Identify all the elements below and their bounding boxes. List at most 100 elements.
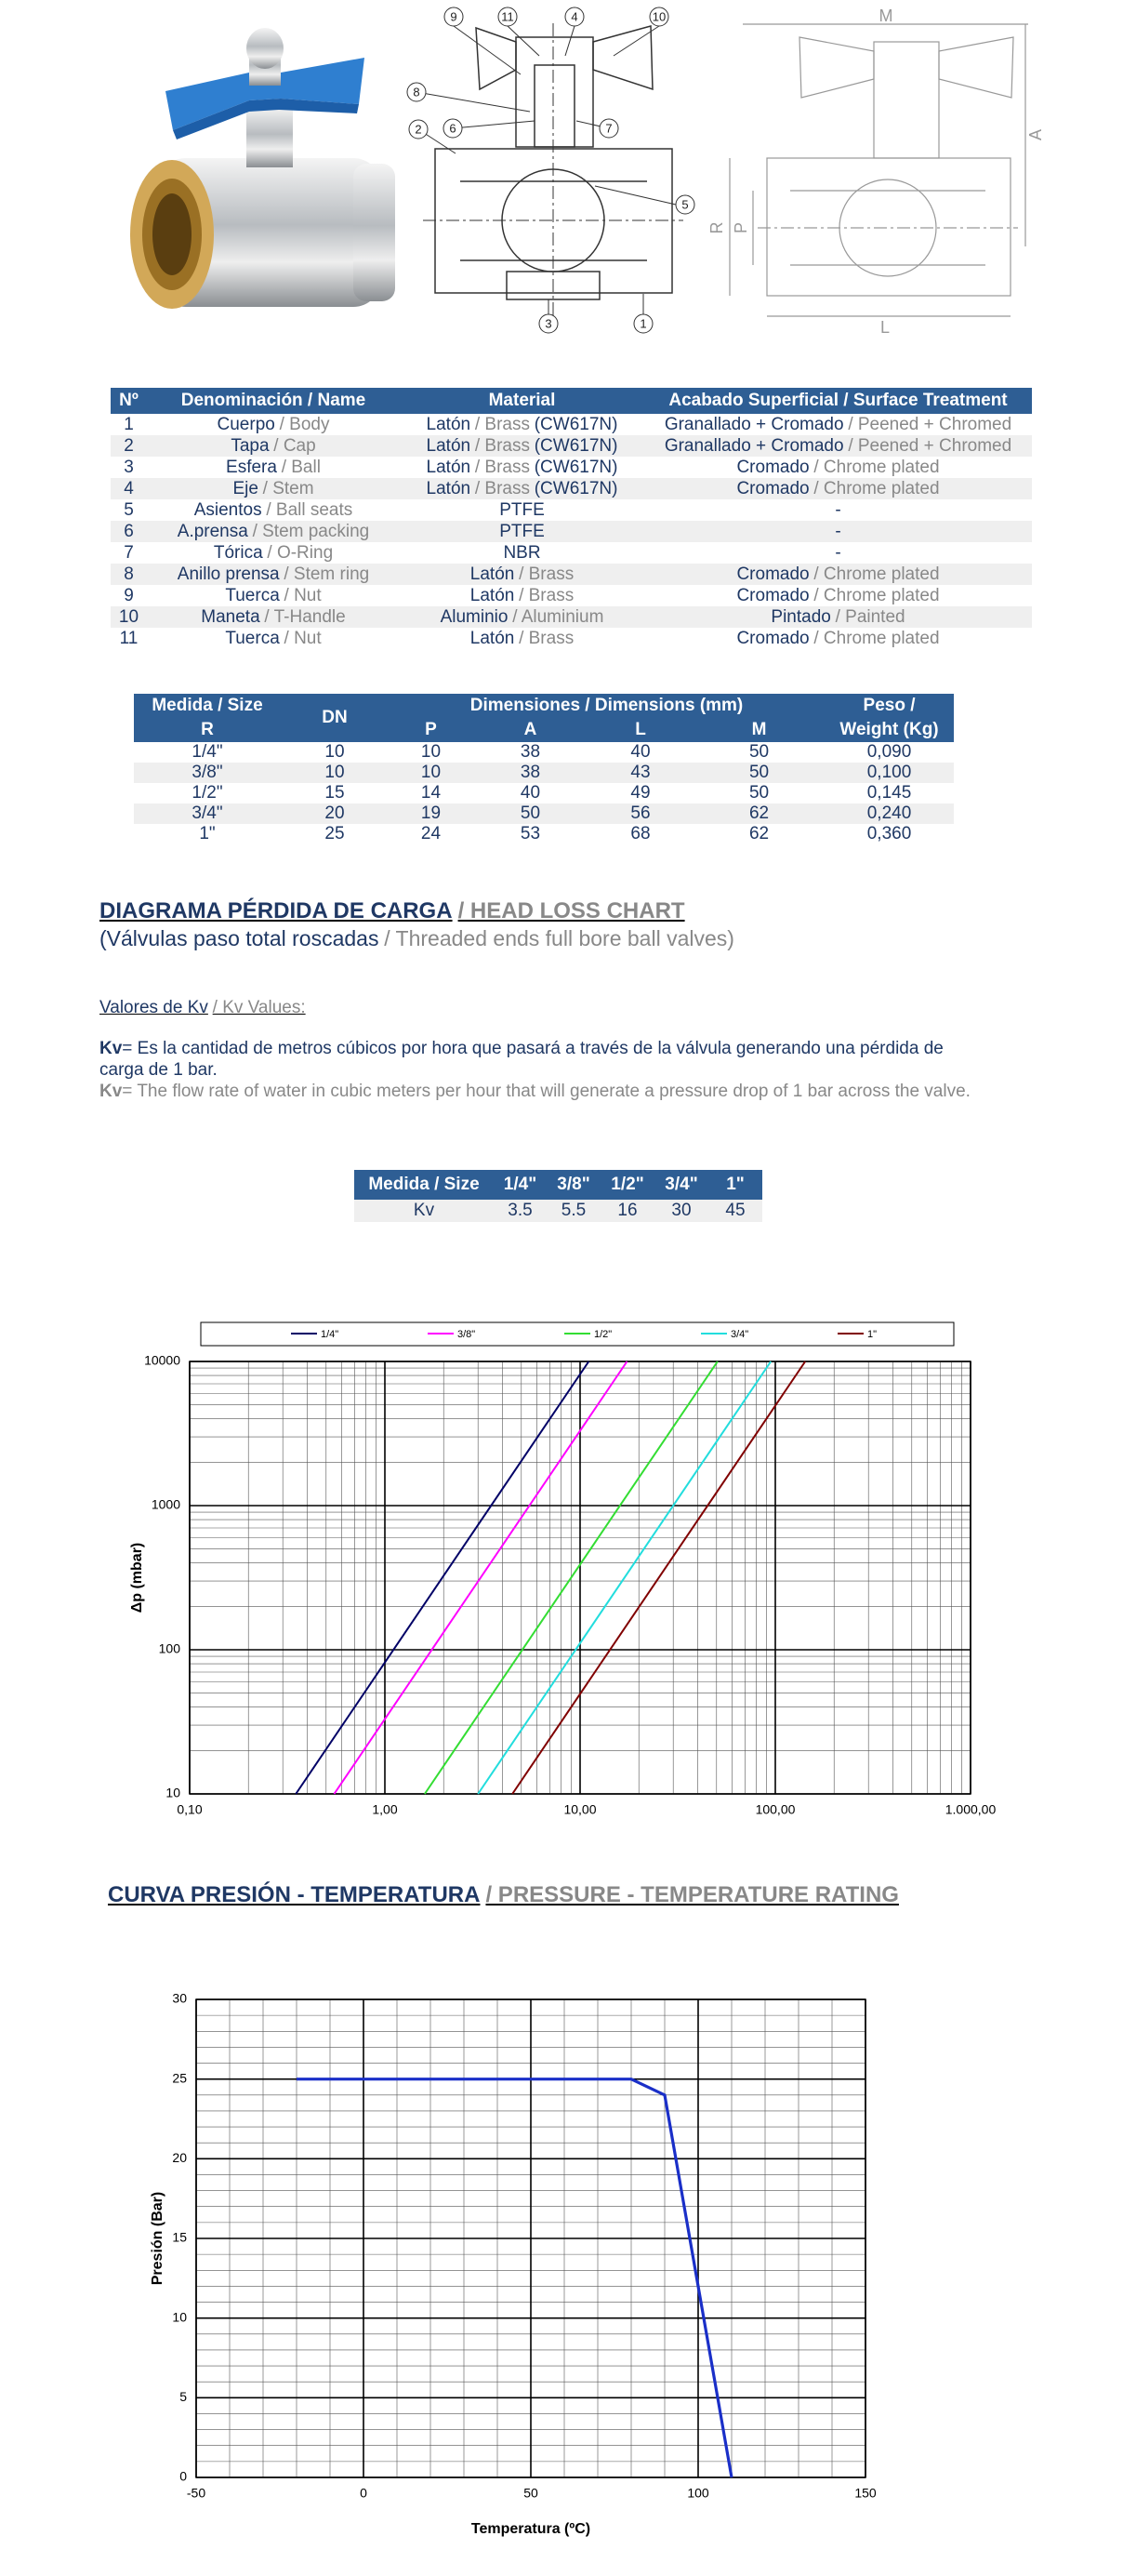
legend-label: 3/4" xyxy=(731,1329,748,1340)
table-row: 3/8" 10 10 38 43 50 0,100 xyxy=(134,763,955,783)
cell-text: Esfera xyxy=(226,457,277,477)
table-cell: 10 xyxy=(118,606,139,627)
cell-text: / Brass xyxy=(474,414,530,434)
x-tick-label: 0,10 xyxy=(177,1802,202,1817)
table-cell: 50 xyxy=(520,803,541,823)
table-row: 5 Asientos / Ball seats PTFE - xyxy=(111,499,1032,521)
table-cell: Granallado + Cromado / Peened + Chromed xyxy=(644,414,1032,435)
legend-label: 3/8" xyxy=(457,1329,475,1340)
dimension-label: L xyxy=(880,318,890,337)
table-row: 1 Cuerpo / Body Latón / Brass (CW617N) Granall… xyxy=(111,414,1032,435)
dimension-label: R xyxy=(707,222,726,234)
table-cell: Kv xyxy=(413,1201,435,1220)
table-cell: Latón / Brass (CW617N) xyxy=(400,478,644,499)
cell-text: Asientos xyxy=(193,499,262,520)
table-cell: Tuerca / Nut xyxy=(147,585,400,606)
table-cell: 1 xyxy=(124,414,134,434)
kv-term: Kv xyxy=(99,1082,123,1101)
table-cell: 1/4" xyxy=(192,742,223,762)
table-row: 3/4" 20 19 50 56 62 0,240 xyxy=(134,803,955,824)
cell-text: Latón xyxy=(426,435,471,456)
header-cell: DN xyxy=(281,694,389,742)
table-cell: Maneta / T-Handle xyxy=(147,606,400,628)
cell-text: / Stem packing xyxy=(252,521,370,541)
legend xyxy=(200,1321,955,1347)
cell-text: / Nut xyxy=(284,585,322,605)
dimension-label: M xyxy=(879,7,893,25)
y-tick-label: 25 xyxy=(172,2070,187,2085)
table-cell: Tórica / O-Ring xyxy=(147,542,400,564)
table-cell: 8 xyxy=(124,564,134,584)
table-cell: 40 xyxy=(520,783,541,803)
cell-text: Tuerca xyxy=(225,628,280,648)
cell-text: / Chrome plated xyxy=(813,478,940,498)
x-tick-label: 150 xyxy=(854,2486,877,2501)
cell-text: Cromado xyxy=(736,457,810,477)
callout-label: 7 xyxy=(605,121,612,135)
data-line xyxy=(477,1361,773,1795)
table-cell: Tuerca / Nut xyxy=(147,628,400,649)
table-cell: Cuerpo / Body xyxy=(147,414,400,435)
table-cell: PTFE xyxy=(499,521,545,541)
cell-text: Latón xyxy=(469,628,515,648)
section-drawing xyxy=(416,23,683,324)
cell-text: Granallado + Cromado xyxy=(664,414,844,434)
data-line xyxy=(295,1361,590,1795)
callout-label: 8 xyxy=(413,85,419,99)
table-cell: 25 xyxy=(324,824,345,843)
section-heading-part: / PRESSURE - TEMPERATURE RATING xyxy=(485,1882,899,1907)
kv-heading: Valores de Kv / Kv Values: xyxy=(99,997,306,1018)
y-tick-label: 0 xyxy=(179,2469,187,2484)
table-cell: Eje / Stem xyxy=(147,478,400,499)
table-cell: 53 xyxy=(520,824,541,843)
header-cell: Nº xyxy=(111,388,147,414)
table-row: 6 A.prensa / Stem packing PTFE - xyxy=(111,521,1032,542)
header-cell: 1/4" xyxy=(494,1170,547,1200)
table-cell: Granallado + Cromado / Peened + Chromed xyxy=(644,435,1032,457)
table-cell: Latón / Brass xyxy=(400,628,644,649)
cell-text: / Painted xyxy=(835,606,905,627)
table-cell: 1/2" xyxy=(192,783,223,803)
x-tick-label: 0 xyxy=(360,2486,367,2501)
header-row: Medida / Size DN Dimensiones / Dimensions … xyxy=(134,694,955,742)
table-row: 9 Tuerca / Nut Latón / Brass Cromado / Chrome … xyxy=(111,585,1032,606)
table-cell: Cromado / Chrome plated xyxy=(644,585,1032,606)
legend-label: 1" xyxy=(867,1329,877,1340)
data-line xyxy=(424,1361,719,1795)
y-tick-label: 5 xyxy=(179,2389,187,2404)
header-cell: 3/4" xyxy=(654,1170,708,1200)
header-row: Medida / Size 1/4" 3/8" 1/2" 3/4" 1" xyxy=(354,1170,762,1200)
section-heading-part: / HEAD LOSS CHART xyxy=(457,898,685,923)
table-cell: 7 xyxy=(124,542,134,563)
y-tick-label: 100 xyxy=(159,1641,181,1656)
table-cell: Cromado / Chrome plated xyxy=(644,478,1032,499)
y-tick-label: 10 xyxy=(165,1786,180,1800)
table-cell: Esfera / Ball xyxy=(147,457,400,478)
table-row: 4 Eje / Stem Latón / Brass (CW617N) Cromado / C… xyxy=(111,478,1032,499)
cell-text: Anillo prensa xyxy=(177,564,280,584)
cell-text: / Chrome plated xyxy=(813,628,940,648)
table-cell: 0,090 xyxy=(866,742,912,762)
table-cell: Cromado / Chrome plated xyxy=(644,628,1032,649)
table-cell: 50 xyxy=(748,783,770,803)
kv-text: = The flow rate of water in cubic meters… xyxy=(122,1082,971,1101)
cell-text: Eje xyxy=(232,478,258,498)
cell-text: Latón xyxy=(426,478,471,498)
table-row: 7 Tórica / O-Ring NBR - xyxy=(111,542,1032,564)
data-line xyxy=(297,2078,733,2478)
table-cell: 38 xyxy=(520,742,541,762)
table-cell: 2 xyxy=(124,435,134,456)
kv-definition: Kv= Es la cantidad de metros cúbicos por… xyxy=(99,1038,992,1081)
table-row: 1/2" 15 14 40 49 50 0,145 xyxy=(134,783,954,803)
table-cell: 1" xyxy=(199,824,216,843)
cell-text: (CW617N) xyxy=(534,478,618,498)
table-cell: 10 xyxy=(324,763,345,782)
table-cell: 38 xyxy=(520,763,541,782)
data-line xyxy=(333,1361,628,1795)
header-cell: Medida / Size xyxy=(354,1170,494,1200)
cell-text: Cuerpo xyxy=(217,414,275,434)
table-cell: 62 xyxy=(748,803,770,823)
y-tick-label: 10000 xyxy=(144,1353,180,1368)
cell-text: Latón xyxy=(426,457,471,477)
kv-heading-part: Valores de Kv xyxy=(99,998,208,1017)
